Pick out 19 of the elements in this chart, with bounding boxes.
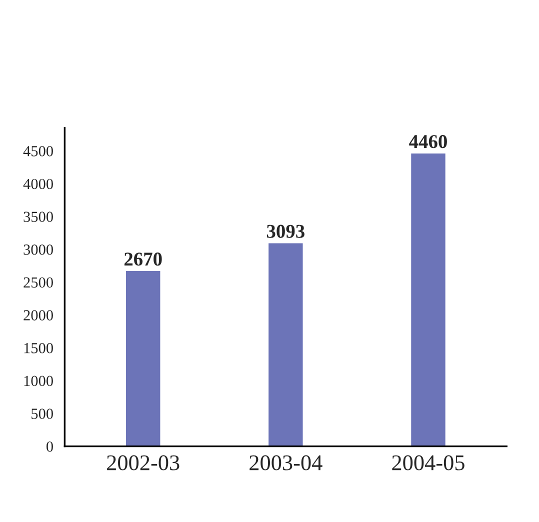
y-tick-label: 1000 xyxy=(24,376,53,386)
data-label: 2670 xyxy=(124,252,162,266)
y-tick-label: 500 xyxy=(32,408,53,419)
data-label: 3093 xyxy=(266,224,304,238)
x-tick-label: 2003-04 xyxy=(250,455,322,470)
y-tick-label: 4500 xyxy=(23,146,53,156)
data-label: 4460 xyxy=(409,135,447,148)
y-tick-label: 0 xyxy=(46,441,53,452)
y-tick-label: 3000 xyxy=(24,244,53,255)
bar xyxy=(411,153,446,446)
y-tick-label: 2500 xyxy=(24,277,53,288)
x-tick-label: 2002-03 xyxy=(107,455,180,470)
bar xyxy=(268,243,303,446)
y-tick-label: 3500 xyxy=(24,212,53,222)
bar xyxy=(126,271,160,446)
y-tick-label: 2000 xyxy=(24,310,53,320)
y-tick-label: 1500 xyxy=(24,342,53,354)
y-tick-label: 4000 xyxy=(23,178,53,190)
x-tick-label: 2004-05 xyxy=(392,455,464,470)
